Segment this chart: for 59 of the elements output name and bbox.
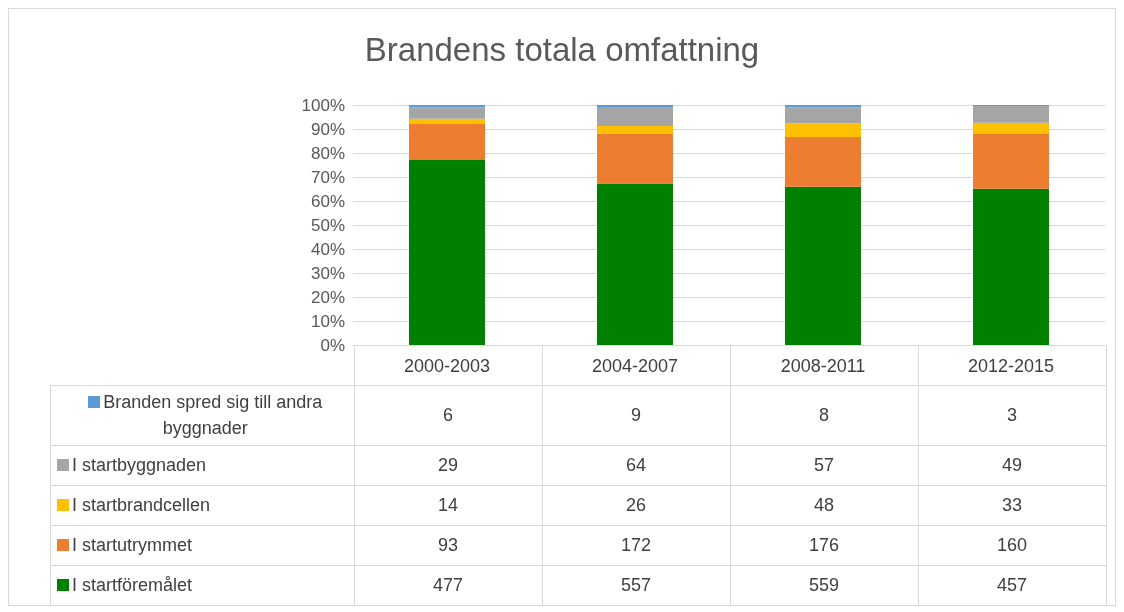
x-tick-label: 2012-2015 xyxy=(967,356,1055,376)
bar xyxy=(409,118,485,124)
y-tick-label: 90% xyxy=(310,119,345,139)
legend-label: I startbrandcellen xyxy=(50,485,354,525)
text: 26 xyxy=(542,485,730,525)
x-tick-label: 2004-2007 xyxy=(591,356,679,376)
bar xyxy=(597,133,673,184)
text: 48 xyxy=(730,485,918,525)
text: 64 xyxy=(542,445,730,485)
y-tick-label: 60% xyxy=(310,191,345,211)
chart-title: Brandens totala omfattning xyxy=(364,31,760,68)
text: 33 xyxy=(918,485,1106,525)
text: 160 xyxy=(918,525,1106,565)
text: 559 xyxy=(730,565,918,605)
bar xyxy=(973,105,1049,123)
y-tick-label: 80% xyxy=(310,143,345,163)
text: 9 xyxy=(542,385,730,445)
y-tick-label: 20% xyxy=(310,287,345,307)
text: 49 xyxy=(918,445,1106,485)
bar xyxy=(785,136,861,187)
text: 457 xyxy=(918,565,1106,605)
legend-label: I startbyggnaden xyxy=(50,445,354,485)
text: 176 xyxy=(730,525,918,565)
bar xyxy=(597,183,673,345)
y-tick-label: 100% xyxy=(301,95,345,115)
bar xyxy=(597,105,673,108)
legend-label: I startföremålet xyxy=(50,565,354,605)
bar xyxy=(409,159,485,345)
y-tick-label: 10% xyxy=(310,311,345,331)
bar xyxy=(597,126,673,134)
bar xyxy=(973,134,1049,189)
bar xyxy=(597,107,673,127)
text: 3 xyxy=(918,385,1106,445)
y-tick-label: 0% xyxy=(320,335,345,355)
bar xyxy=(409,107,485,119)
text: 57 xyxy=(730,445,918,485)
y-tick-label: 30% xyxy=(310,263,345,283)
text: 8 xyxy=(730,385,918,445)
x-tick-label: 2008-2011 xyxy=(780,356,866,376)
text: 172 xyxy=(542,525,730,565)
text: 6 xyxy=(354,385,542,445)
y-tick-label: 50% xyxy=(310,215,345,235)
bar xyxy=(785,105,861,108)
bar xyxy=(785,123,861,137)
text: 93 xyxy=(354,525,542,565)
text: 477 xyxy=(354,565,542,605)
legend-label: I startutrymmet xyxy=(50,525,354,565)
text: 29 xyxy=(354,445,542,485)
bar xyxy=(785,107,861,124)
y-tick-label: 70% xyxy=(310,167,345,187)
text: 557 xyxy=(542,565,730,605)
bar xyxy=(409,123,485,160)
bar xyxy=(785,186,861,345)
legend-label: Branden spred sig till andra byggnader xyxy=(50,385,354,445)
x-tick-label: 2000-2003 xyxy=(403,356,491,376)
y-tick-label: 40% xyxy=(310,239,345,259)
text: 14 xyxy=(354,485,542,525)
bar xyxy=(973,188,1049,345)
bar xyxy=(973,122,1049,135)
